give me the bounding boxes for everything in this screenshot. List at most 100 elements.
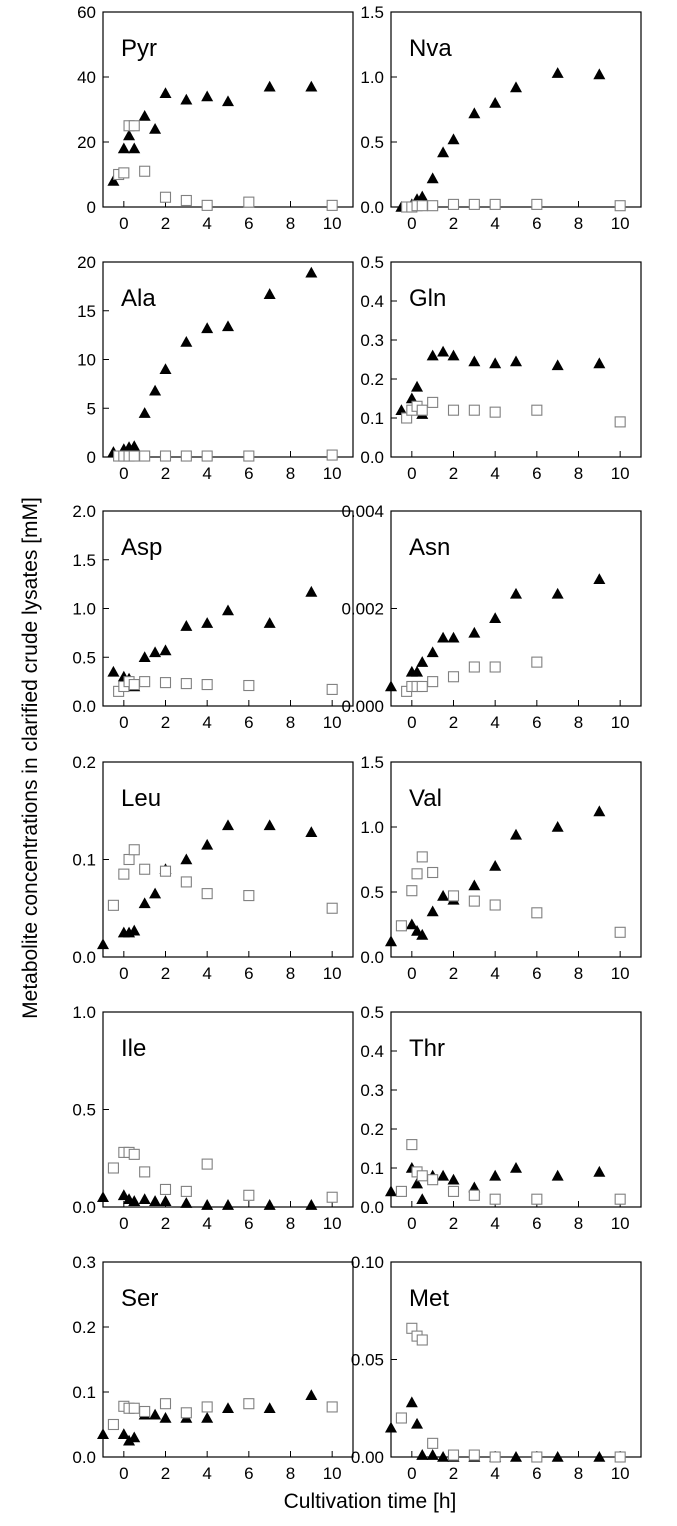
filled-triangle-point — [149, 646, 162, 658]
x-tick-label: 2 — [449, 964, 458, 983]
x-tick-label: 4 — [202, 713, 211, 732]
x-tick-label: 6 — [244, 964, 253, 983]
open-square-point — [416, 1334, 428, 1346]
x-tick-label: 4 — [202, 214, 211, 233]
y-tick-label: 0.0 — [360, 448, 384, 467]
open-square-point — [427, 676, 439, 688]
filled-triangle-point — [405, 918, 418, 930]
open-square-point — [416, 200, 428, 212]
filled-triangle-point — [468, 107, 481, 119]
panel-asn: Asn 0.000 0.002 0.004 0 2 4 6 8 10 — [341, 502, 642, 732]
x-tick-label: 6 — [532, 1464, 541, 1483]
panel-gln: Gln 0.0 0.1 0.2 0.3 0.4 0.5 0 2 4 6 8 10 — [360, 253, 642, 483]
y-tick-label: 0.000 — [341, 697, 384, 716]
x-tick-label: 6 — [532, 1214, 541, 1233]
filled-triangle-point — [305, 80, 318, 92]
open-square-point — [416, 680, 428, 693]
y-tick-label: 1.0 — [360, 818, 384, 837]
open-square-point — [531, 198, 543, 210]
y-tick-label: 0.2 — [72, 753, 96, 772]
y-tick-label: 0.0 — [360, 198, 384, 217]
filled-triangle-point — [149, 1195, 162, 1206]
y-tick-label: 1.5 — [360, 3, 384, 22]
open-square-point — [395, 1412, 407, 1424]
open-square-point — [406, 885, 418, 897]
x-tick-label: 4 — [202, 964, 211, 983]
filled-triangle-point — [263, 1199, 276, 1210]
filled-triangle-point — [593, 573, 606, 585]
x-tick-label: 0 — [407, 214, 416, 233]
y-tick-label: 0.1 — [360, 1159, 384, 1178]
open-square-point — [159, 1398, 172, 1410]
open-square-point — [531, 656, 543, 668]
open-square-point — [159, 865, 172, 877]
filled-triangle-point — [97, 1191, 109, 1203]
x-tick-label: 2 — [161, 713, 170, 732]
filled-triangle-point — [593, 805, 606, 817]
open-square-point — [243, 890, 255, 902]
filled-triangle-point — [123, 1434, 136, 1446]
open-square-point — [118, 167, 130, 179]
y-tick-label: 0.004 — [341, 502, 384, 521]
filled-triangle-point — [149, 887, 162, 899]
open-square-point — [201, 1401, 213, 1413]
open-square-point — [427, 200, 439, 212]
y-tick-label: 0.0 — [72, 1198, 96, 1217]
y-tick-label: 0.002 — [341, 600, 384, 619]
open-square-point — [531, 907, 543, 919]
filled-triangle-point — [263, 288, 276, 299]
filled-triangle-point — [447, 631, 460, 643]
filled-triangle-point — [426, 646, 439, 658]
filled-triangle-point — [411, 665, 424, 677]
filled-triangle-point — [123, 129, 136, 141]
filled-triangle-point — [437, 146, 450, 158]
open-square-point — [489, 406, 501, 418]
filled-triangle-point — [416, 656, 429, 667]
filled-triangle-point — [551, 359, 564, 371]
plot-frame — [102, 1261, 354, 1458]
y-tick-label: 0.0 — [72, 697, 96, 716]
y-tick-label: 0 — [87, 448, 96, 467]
open-square-point — [326, 199, 338, 211]
panel-title: Leu — [121, 785, 161, 812]
filled-triangle-point — [263, 1402, 276, 1414]
x-tick-label: 10 — [323, 214, 342, 233]
open-square-point — [468, 661, 480, 673]
filled-triangle-point — [489, 1169, 502, 1181]
panel-title: Thr — [409, 1035, 445, 1062]
open-square-point — [531, 1193, 543, 1205]
filled-triangle-point — [180, 1197, 193, 1208]
open-square-point — [406, 1139, 418, 1151]
filled-triangle-point — [416, 1193, 429, 1204]
x-tick-label: 0 — [407, 464, 416, 483]
filled-triangle-point — [180, 620, 193, 631]
x-tick-label: 6 — [532, 464, 541, 483]
x-tick-label: 4 — [490, 1214, 499, 1233]
x-tick-label: 2 — [449, 1214, 458, 1233]
x-tick-label: 8 — [574, 1464, 583, 1483]
open-square-point — [107, 1418, 119, 1431]
filled-triangle-point — [222, 95, 234, 107]
open-square-point — [447, 1449, 460, 1461]
filled-triangle-point — [510, 355, 522, 367]
x-tick-label: 10 — [323, 1464, 342, 1483]
x-tick-label: 10 — [323, 713, 342, 732]
x-tick-label: 8 — [574, 964, 583, 983]
y-tick-label: 0.5 — [72, 648, 96, 667]
filled-triangle-point — [201, 1199, 214, 1210]
x-tick-label: 6 — [244, 1464, 253, 1483]
filled-triangle-point — [551, 67, 564, 78]
y-tick-label: 60 — [77, 3, 96, 22]
filled-triangle-point — [395, 404, 408, 415]
open-square-point — [201, 450, 213, 462]
x-tick-label: 0 — [407, 1464, 416, 1483]
open-square-point — [128, 1148, 140, 1160]
open-square-point — [447, 1185, 460, 1197]
y-tick-label: 0.1 — [72, 1383, 96, 1402]
filled-triangle-point — [489, 357, 502, 369]
open-square-point — [118, 868, 130, 880]
panel-thr: Thr 0.0 0.1 0.2 0.3 0.4 0.5 0 2 4 6 8 10 — [360, 1003, 642, 1233]
open-square-point — [416, 404, 428, 416]
open-square-point — [201, 888, 213, 900]
